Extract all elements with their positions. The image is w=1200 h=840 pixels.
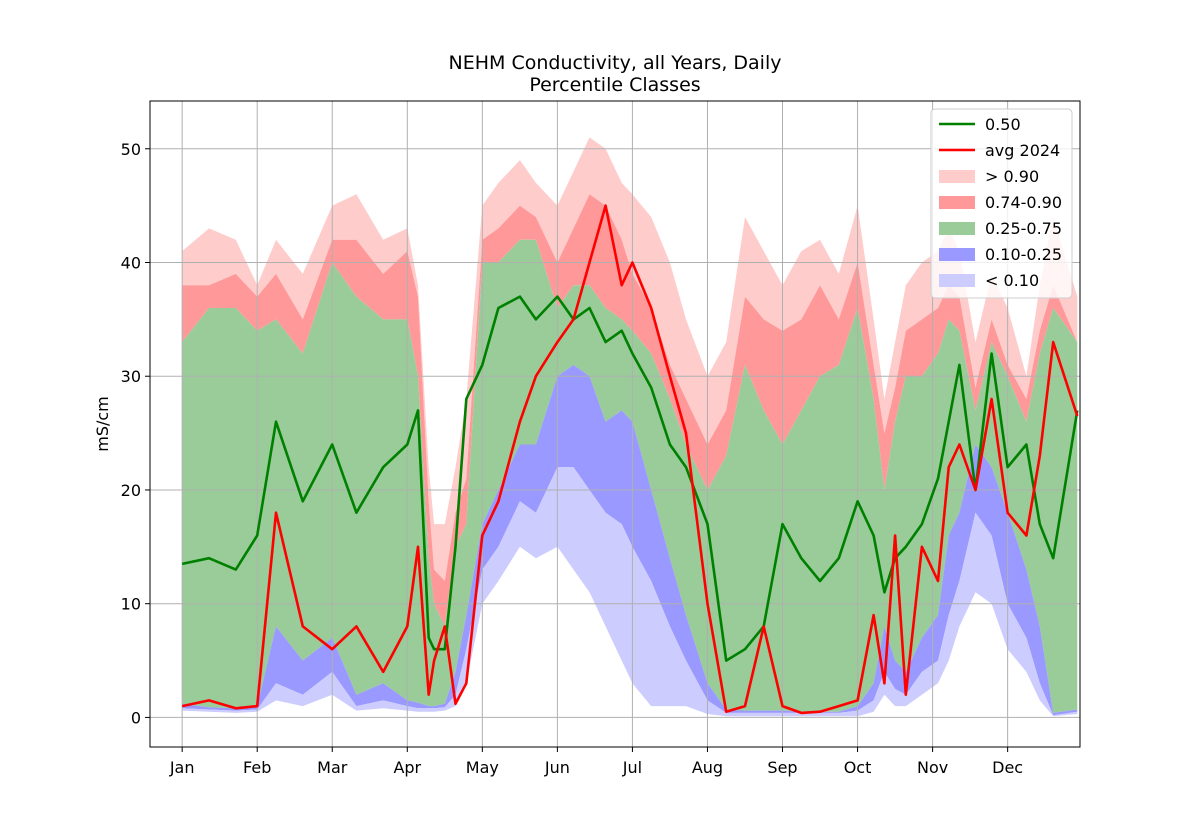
y-axis-label: mS/cm (93, 396, 112, 452)
x-tick-label: Jun (544, 758, 570, 777)
y-tick-label: 50 (121, 140, 141, 159)
legend-swatch (939, 274, 975, 287)
legend-swatch (939, 222, 975, 235)
chart-title-line1: NEHM Conductivity, all Years, Daily (449, 52, 782, 74)
legend: 0.50 avg 2024 > 0.90 0.74-0.90 0.25-0.75 0.10… (930, 108, 1073, 299)
legend-label: 0.50 (985, 115, 1021, 134)
y-tick-label: 20 (121, 481, 141, 500)
avg-2024-line (181, 204, 1079, 715)
y-tick-label: 10 (121, 595, 141, 614)
legend-swatch (939, 248, 975, 261)
legend-swatch (939, 196, 975, 209)
plot-frame (149, 100, 1081, 748)
legend-label: > 0.90 (985, 167, 1039, 186)
y-tick-label: 40 (121, 254, 141, 273)
band-below-10 (182, 467, 1078, 717)
x-tick-label: Mar (317, 758, 348, 777)
legend-label: 0.74-0.90 (985, 193, 1062, 212)
chart-title-line2: Percentile Classes (529, 74, 700, 96)
median-line (181, 295, 1079, 662)
x-tick-label: Feb (243, 758, 271, 777)
band-10-25 (182, 364, 1078, 716)
y-tick-label: 0 (131, 708, 141, 727)
legend-swatch (939, 170, 975, 183)
x-tick-label: Jan (169, 758, 195, 777)
y-tick-label: 30 (121, 367, 141, 386)
legend-label: 0.25-0.75 (985, 219, 1062, 238)
x-tick-label: Apr (393, 758, 421, 777)
x-tick-label: Oct (844, 758, 872, 777)
y-ticks: 0 10 20 30 40 50 (121, 140, 150, 727)
plot-lines (181, 204, 1079, 715)
x-tick-label: Dec (992, 758, 1023, 777)
band-above-90 (182, 137, 1078, 581)
x-tick-label: Aug (692, 758, 723, 777)
legend-label: 0.10-0.25 (985, 245, 1062, 264)
legend-label: < 0.10 (985, 271, 1039, 290)
band-25-75 (182, 239, 1078, 713)
x-tick-label: Sep (767, 758, 797, 777)
x-ticks: Jan Feb Mar Apr May Jun Jul Aug Sep Oct Nov Dec (169, 747, 1023, 777)
band-74-90 (182, 194, 1078, 627)
x-tick-label: Jul (622, 758, 642, 777)
x-tick-label: Nov (917, 758, 948, 777)
x-tick-label: May (466, 758, 499, 777)
legend-label: avg 2024 (985, 141, 1060, 160)
plot-bands (182, 137, 1078, 717)
